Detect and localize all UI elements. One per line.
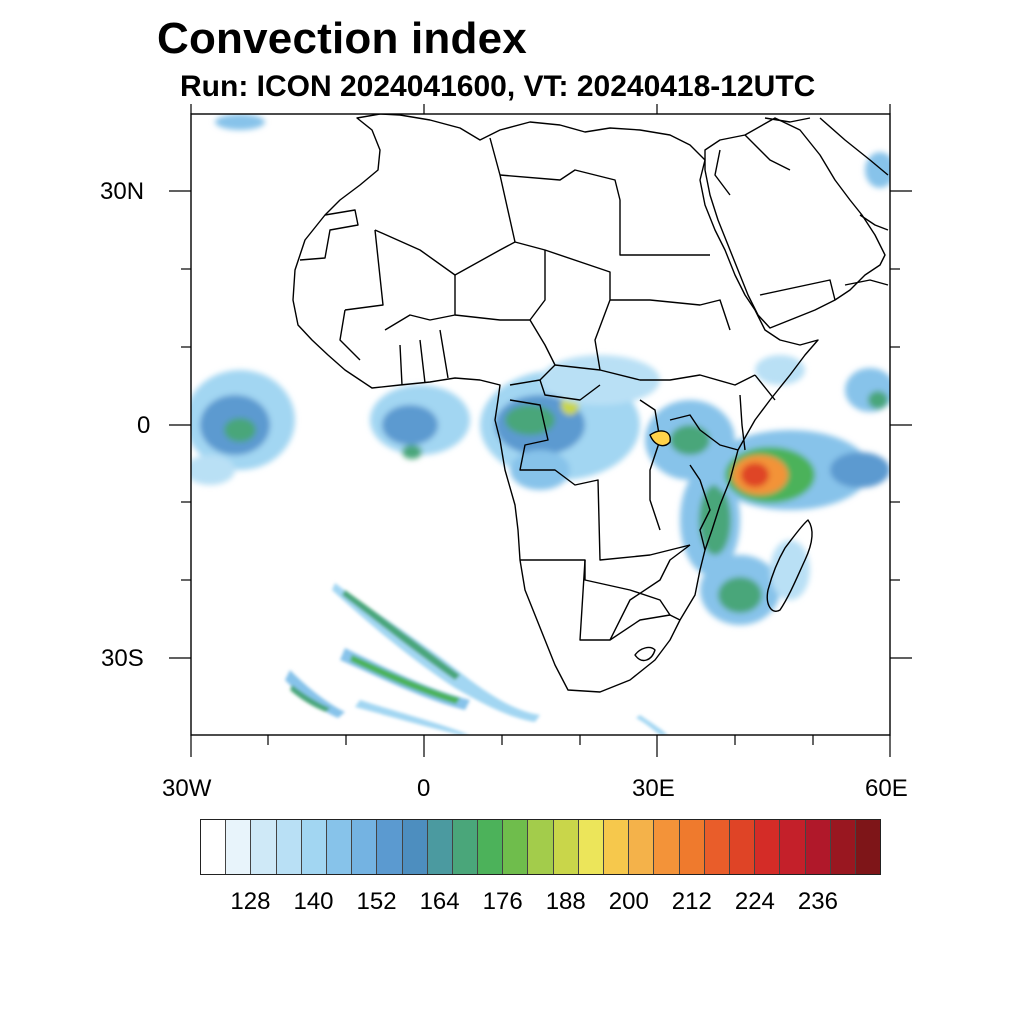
chart-subtitle: Run: ICON 2024041600, VT: 20240418-12UTC xyxy=(180,70,816,103)
border xyxy=(609,614,681,641)
colorbar-tick-label: 128 xyxy=(230,888,271,915)
border xyxy=(539,379,601,401)
field-horn xyxy=(755,355,805,385)
coast-bits xyxy=(844,214,889,286)
field-atlantic-west-tail xyxy=(191,455,235,485)
colorbar-tick-label: 152 xyxy=(356,888,397,915)
field-front-5 xyxy=(636,715,668,735)
colorbar-swatch xyxy=(326,820,353,874)
colorbar-swatch xyxy=(276,820,302,874)
border xyxy=(499,169,710,256)
lat-label-30n: 30N xyxy=(100,178,145,205)
field-front-3 xyxy=(285,670,345,718)
colorbar-swatch xyxy=(578,820,604,874)
border xyxy=(520,544,691,641)
chart-title: Convection index xyxy=(157,14,527,63)
colorbar-tick-label: 212 xyxy=(671,888,712,915)
lon-label-0: 0 xyxy=(417,775,431,802)
field-front-1-core xyxy=(342,590,460,680)
field-gulf-guinea-core xyxy=(382,405,438,445)
field-gulf-guinea-green xyxy=(402,445,422,459)
colorbar-swatch xyxy=(755,820,781,874)
colorbar-swatch xyxy=(352,820,378,874)
colorbar-swatch xyxy=(830,820,856,874)
colorbar-swatch xyxy=(704,820,730,874)
colorbar-swatch xyxy=(805,820,831,874)
colorbar-swatch xyxy=(604,820,630,874)
colorbar-swatch xyxy=(629,820,655,874)
border xyxy=(759,279,836,301)
colorbar-swatch xyxy=(478,820,504,874)
coastlines-borders xyxy=(292,114,889,693)
field-front-3-core xyxy=(290,685,330,712)
colorbar-swatch xyxy=(780,820,806,874)
colorbar-swatch xyxy=(654,820,680,874)
colorbar-tick-label: 224 xyxy=(734,888,775,915)
field-congo-green xyxy=(505,405,555,435)
lat-label-30s: 30S xyxy=(101,645,144,672)
colorbar-swatch xyxy=(553,820,579,874)
colorbar-swatch xyxy=(452,820,479,874)
field-central-north xyxy=(540,355,660,405)
field-somali-red xyxy=(741,463,769,487)
lon-label-30w: 30W xyxy=(162,775,212,802)
colorbar-swatch xyxy=(201,820,227,874)
madagascar xyxy=(766,519,813,612)
field-madagascar xyxy=(770,540,810,600)
colorbar-swatch xyxy=(226,820,252,874)
border xyxy=(714,134,791,196)
border xyxy=(639,399,661,531)
colorbar-tick-label: 188 xyxy=(545,888,586,915)
colorbar-tick-label: 176 xyxy=(482,888,523,915)
colorbar-swatch xyxy=(503,820,529,874)
border xyxy=(384,275,456,331)
field-indian-east xyxy=(830,452,890,488)
field-atlantic-west-green xyxy=(224,418,256,442)
lon-label-30e: 30E xyxy=(632,775,675,802)
border xyxy=(634,646,656,662)
border xyxy=(610,299,731,331)
colorbar-tick-label: 236 xyxy=(797,888,838,915)
convection-field xyxy=(191,114,890,735)
border xyxy=(554,364,756,386)
coast-bits xyxy=(764,117,889,176)
border xyxy=(399,329,449,386)
border xyxy=(669,414,739,451)
colorbar-tick-label: 200 xyxy=(608,888,649,915)
lat-label-0: 0 xyxy=(137,412,151,439)
colorbar-swatch xyxy=(251,820,277,874)
colorbar-tick-label: 164 xyxy=(419,888,460,915)
colorbar xyxy=(200,819,881,875)
border xyxy=(299,209,359,261)
field-front-2-core xyxy=(350,655,460,704)
border xyxy=(509,399,691,561)
field-front-4 xyxy=(355,700,470,735)
colorbar-swatch xyxy=(528,820,554,874)
border xyxy=(489,137,546,321)
lon-label-60e: 60E xyxy=(865,775,908,802)
colorbar-swatch xyxy=(729,820,756,874)
axis-ticks xyxy=(169,104,912,757)
border xyxy=(739,374,776,451)
border xyxy=(339,309,361,361)
border xyxy=(689,464,711,551)
colorbar-swatch xyxy=(427,820,453,874)
colorbar-swatch xyxy=(402,820,428,874)
colorbar-swatch xyxy=(377,820,403,874)
colorbar-swatch xyxy=(679,820,705,874)
field-med xyxy=(215,114,265,130)
colorbar-swatch xyxy=(855,820,881,874)
colorbar-swatch xyxy=(301,820,327,874)
border xyxy=(344,229,384,311)
colorbar-tick-label: 140 xyxy=(293,888,334,915)
lake-victoria xyxy=(649,430,671,447)
field-lakes-green xyxy=(670,425,710,455)
field-indian-ne-green xyxy=(868,391,888,409)
border xyxy=(584,560,671,616)
field-mozambique-green xyxy=(718,577,762,613)
